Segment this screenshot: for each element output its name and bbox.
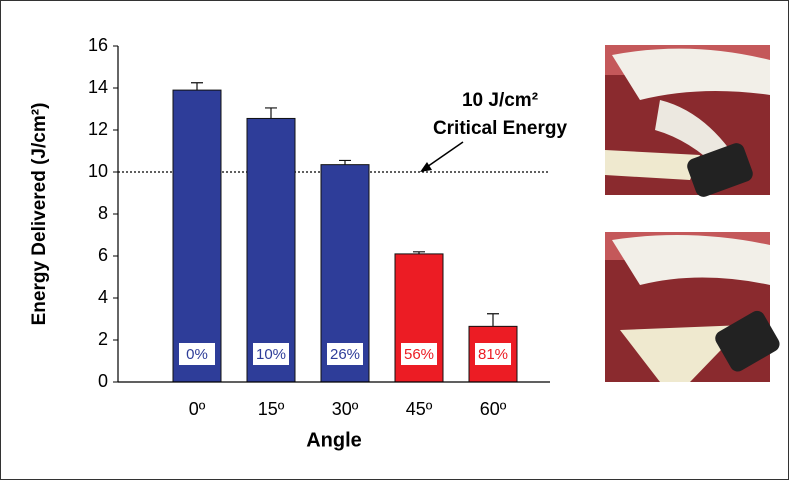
x-axis-title: Angle	[306, 429, 362, 451]
bar-label: 10%	[256, 346, 286, 363]
x-tick-label: 45º	[406, 399, 433, 419]
x-tick-label: 15º	[258, 399, 285, 419]
x-tick-label: 0º	[189, 399, 206, 419]
bar-label: 81%	[478, 346, 508, 363]
y-tick-label: 14	[88, 77, 108, 97]
bar-label: 56%	[404, 346, 434, 363]
bar-label: 26%	[330, 346, 360, 363]
y-tick-label: 6	[98, 245, 108, 265]
y-tick-label: 16	[88, 35, 108, 55]
annotation: 10 J/cm²	[462, 90, 538, 111]
y-tick-label: 12	[88, 119, 108, 139]
x-tick-label: 60º	[480, 399, 507, 419]
y-tick-label: 8	[98, 203, 108, 223]
bar	[173, 90, 221, 382]
y-tick-label: 4	[98, 287, 108, 307]
x-tick-label: 30º	[332, 399, 359, 419]
y-tick-label: 2	[98, 329, 108, 349]
y-axis-title: Energy Delivered (J/cm²)	[29, 103, 50, 326]
photo-top	[605, 45, 770, 199]
figure: Energy Delivered (J/cm²) Angle 10 J/cm² …	[0, 0, 789, 480]
y-tick-label: 10	[88, 161, 108, 181]
y-tick-label: 0	[98, 371, 108, 391]
bar-label: 0%	[186, 346, 208, 363]
photo-bottom	[605, 232, 782, 382]
bar	[247, 118, 295, 382]
annotation: Critical Energy	[433, 118, 568, 139]
